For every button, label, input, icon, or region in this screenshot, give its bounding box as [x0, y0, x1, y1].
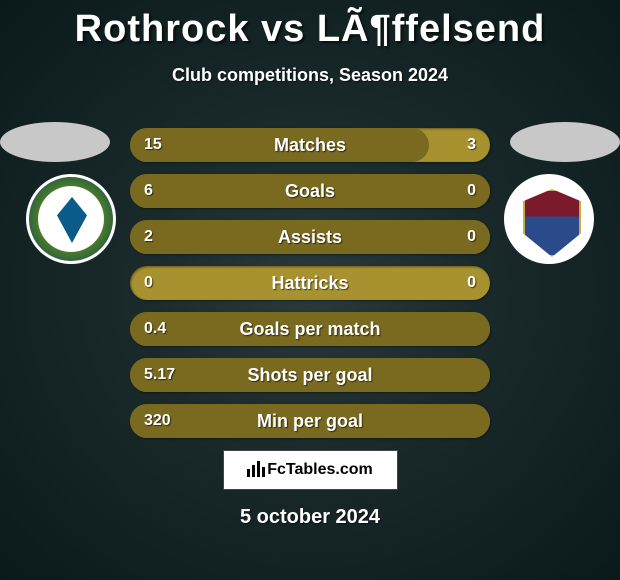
stat-label: Min per goal [130, 404, 490, 438]
stat-value-right: 0 [467, 266, 476, 300]
stat-bar: 6Goals0 [130, 174, 490, 208]
bar-chart-icon [247, 459, 265, 477]
stat-bar: 0Hattricks0 [130, 266, 490, 300]
stat-bar: 5.17Shots per goal [130, 358, 490, 392]
stat-label: Hattricks [130, 266, 490, 300]
page-title: Rothrock vs LÃ¶ffelsend [0, 0, 620, 51]
stat-label: Goals per match [130, 312, 490, 346]
page-subtitle: Club competitions, Season 2024 [0, 65, 620, 86]
brand-footer[interactable]: FcTables.com [223, 450, 398, 490]
team-crest-right-icon [504, 174, 594, 264]
stat-value-right: 0 [467, 220, 476, 254]
stat-label: Goals [130, 174, 490, 208]
stat-label: Shots per goal [130, 358, 490, 392]
stat-bar: 0.4Goals per match [130, 312, 490, 346]
team-crest-left-icon [26, 174, 116, 264]
footer-date: 5 october 2024 [0, 506, 620, 529]
stat-value-right: 3 [467, 128, 476, 162]
brand-label: FcTables.com [267, 461, 373, 478]
shadow-ellipse-left [0, 122, 110, 162]
stat-bar: 15Matches3 [130, 128, 490, 162]
stats-bar-list: 15Matches36Goals02Assists00Hattricks00.4… [130, 128, 490, 438]
stat-label: Assists [130, 220, 490, 254]
stat-label: Matches [130, 128, 490, 162]
stat-value-right: 0 [467, 174, 476, 208]
shadow-ellipse-right [510, 122, 620, 162]
stat-bar: 320Min per goal [130, 404, 490, 438]
stat-bar: 2Assists0 [130, 220, 490, 254]
